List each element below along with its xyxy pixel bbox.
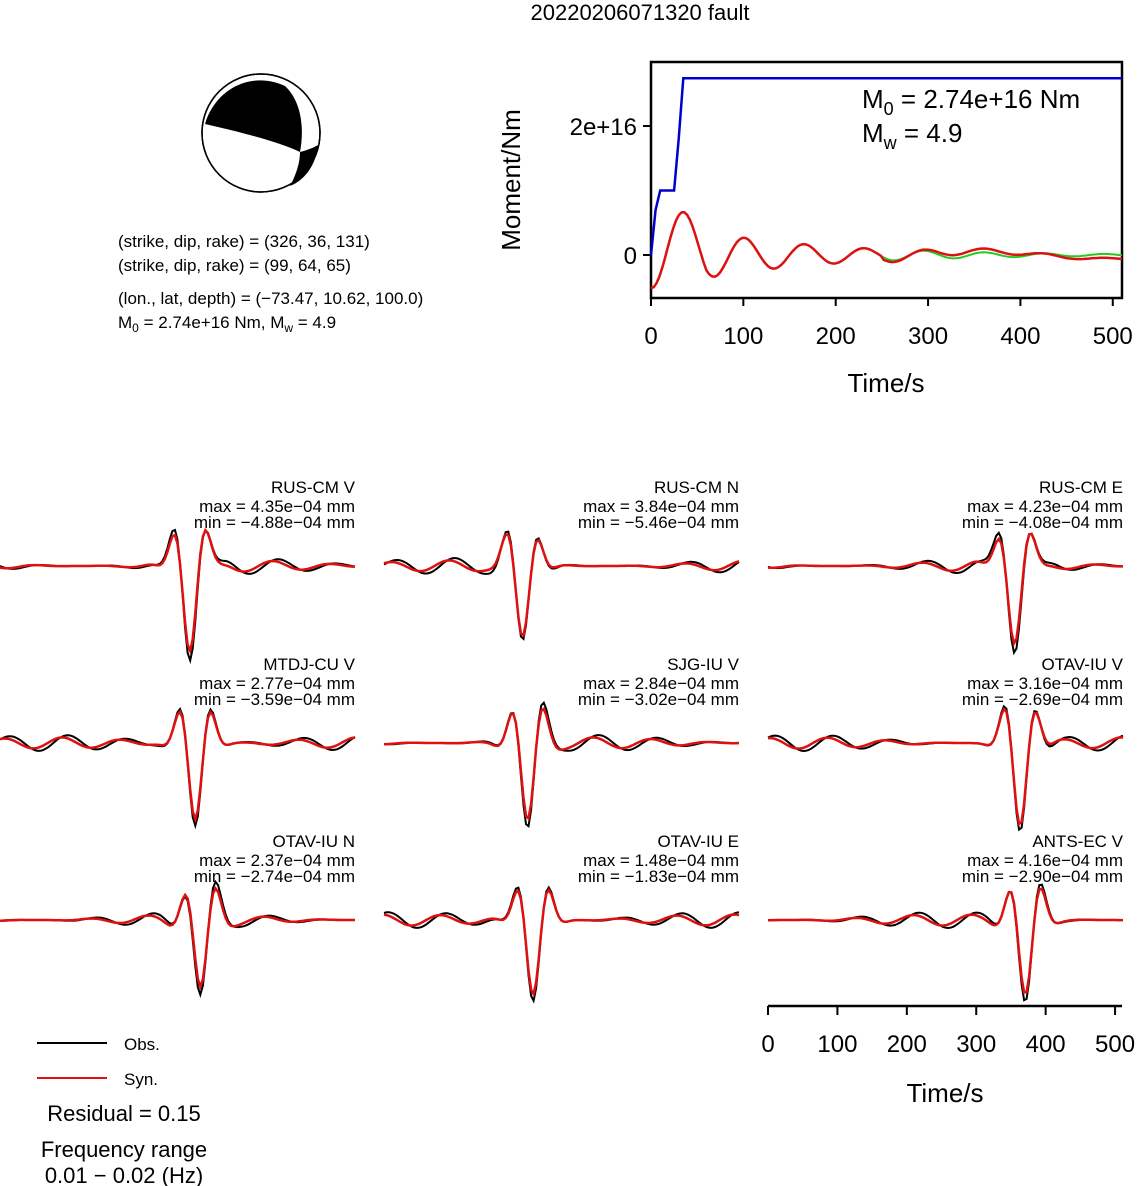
station-min: min = −3.59e−04 mm	[194, 690, 355, 709]
stf-ticks: 0 100 200 300 400 500 0 2e+16	[570, 114, 1133, 350]
stf-xtick-label: 500	[1093, 323, 1133, 350]
observed-waveform	[767, 704, 1124, 832]
observed-waveform	[383, 530, 740, 641]
time-axis-tick-label: 400	[1026, 1031, 1066, 1058]
station-min: min = −4.88e−04 mm	[194, 513, 355, 532]
frequency-range-label: Frequency range	[41, 1137, 207, 1162]
stf-xlabel: Time/s	[847, 368, 924, 398]
beachball-icon	[201, 73, 321, 193]
time-axis-tick-label: 500	[1095, 1031, 1135, 1058]
synthetic-waveform	[768, 887, 1123, 994]
station-name: SJG-IU V	[667, 655, 739, 674]
time-axis-tick-label: 300	[956, 1031, 996, 1058]
synthetic-waveform	[767, 707, 1124, 826]
stf-xtick-label: 100	[723, 323, 763, 350]
stf-ylabel: Moment/Nm	[496, 109, 526, 251]
station-name: RUS-CM V	[271, 478, 356, 497]
frequency-range-value: 0.01 − 0.02 (Hz)	[45, 1163, 203, 1186]
station-max: max = 4.35e−04 mm	[199, 497, 355, 516]
observed-waveform	[383, 885, 740, 1004]
station-max: max = 3.84e−04 mm	[583, 497, 739, 516]
station-name: MTDJ-CU V	[263, 655, 355, 674]
stf-xtick-label: 300	[908, 323, 948, 350]
synthetic-waveform	[383, 887, 740, 998]
stf-m0-label: M0 = 2.74e+16 Nm	[862, 84, 1080, 119]
stf-ytick-label: 0	[624, 243, 637, 270]
station-name: RUS-CM N	[654, 478, 739, 497]
waveform-time-axis: Time/s 0 100 200 300 400 500	[761, 1004, 1135, 1108]
time-axis-tick-label: 100	[817, 1031, 857, 1058]
station-name: OTAV-IU N	[273, 832, 356, 851]
synthetic-waveform	[0, 527, 356, 656]
synthetic-waveform	[0, 885, 355, 991]
stf-ytick-label: 2e+16	[570, 114, 637, 141]
time-axis-label: Time/s	[906, 1078, 983, 1108]
synthetic-waveform	[0, 709, 356, 824]
station-min: min = −2.90e−04 mm	[962, 867, 1123, 886]
observed-waveform	[768, 883, 1124, 1002]
legend-obs-label: Obs.	[124, 1035, 160, 1054]
stf-cumulative-line	[649, 77, 1122, 256]
time-axis-tick-label: 200	[887, 1031, 927, 1058]
station-max: max = 3.16e−04 mm	[967, 674, 1123, 693]
observed-waveform	[767, 530, 1124, 656]
station-max: max = 2.77e−04 mm	[199, 674, 355, 693]
station-min: min = −3.02e−04 mm	[578, 690, 739, 709]
figure-title: 20220206071320 fault	[531, 0, 750, 25]
stf-xtick-label: 400	[1000, 323, 1040, 350]
station-name: ANTS-EC V	[1032, 832, 1123, 851]
synthetic-waveform	[383, 706, 739, 821]
station-max: max = 1.48e−04 mm	[583, 851, 739, 870]
stf-xtick-label: 200	[816, 323, 856, 350]
station-name: RUS-CM E	[1039, 478, 1123, 497]
stf-mw-label: Mw = 4.9	[862, 118, 962, 153]
observed-waveform	[383, 700, 739, 829]
synthetic-waveform	[383, 533, 740, 638]
focal-plane-1: (strike, dip, rake) = (326, 36, 131)	[118, 232, 370, 251]
legend-syn-label: Syn.	[124, 1070, 158, 1089]
focal-plane-2: (strike, dip, rake) = (99, 64, 65)	[118, 256, 351, 275]
stf-rate-red-line	[650, 210, 1123, 290]
station-min: min = −2.74e−04 mm	[194, 867, 355, 886]
station-max: max = 2.37e−04 mm	[199, 851, 355, 870]
observed-waveform	[0, 879, 355, 999]
station-min: min = −2.69e−04 mm	[962, 690, 1123, 709]
moment-magnitude: M0 = 2.74e+16 Nm, Mw = 4.9	[118, 313, 336, 335]
station-max: max = 2.84e−04 mm	[583, 674, 739, 693]
stf-xtick-label: 0	[644, 323, 657, 350]
station-min: min = −5.46e−04 mm	[578, 513, 739, 532]
residual-text: Residual = 0.15	[47, 1101, 201, 1126]
time-axis-tick-label: 0	[761, 1031, 774, 1058]
legend: Obs. Syn. Residual = 0.15 Frequency rang…	[37, 1035, 207, 1186]
synthetic-waveform	[767, 533, 1123, 647]
station-min: min = −1.83e−04 mm	[578, 867, 739, 886]
location-depth: (lon., lat, depth) = (−73.47, 10.62, 100…	[118, 289, 423, 308]
observed-waveform	[0, 706, 356, 830]
stf-frame	[649, 60, 1124, 300]
station-max: max = 4.16e−04 mm	[967, 851, 1123, 870]
station-name: OTAV-IU V	[1041, 655, 1123, 674]
station-name: OTAV-IU E	[657, 832, 739, 851]
stf-rate-green-line	[650, 211, 1123, 290]
station-max: max = 4.23e−04 mm	[967, 497, 1123, 516]
station-min: min = −4.08e−04 mm	[962, 513, 1123, 532]
